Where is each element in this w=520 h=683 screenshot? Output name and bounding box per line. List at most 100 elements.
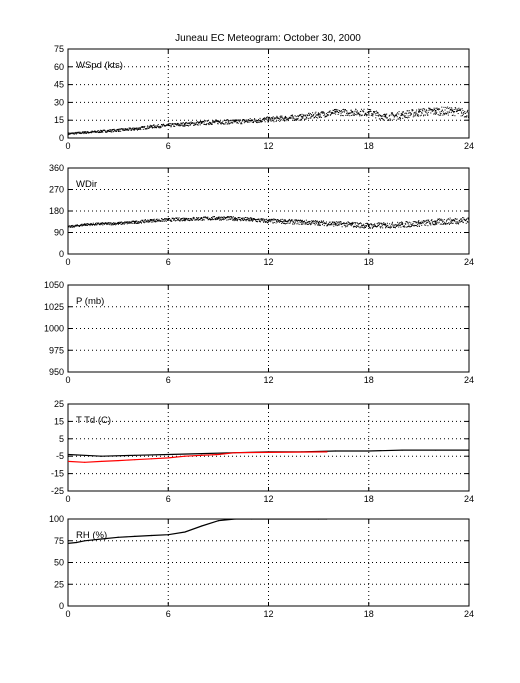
wdir-data-dot	[463, 218, 465, 220]
wdir-data-dot	[203, 219, 205, 221]
wdir-data-dot	[257, 221, 259, 223]
wdir-data-dot	[155, 219, 157, 221]
wdir-data-dot	[107, 222, 109, 224]
wspd-data-dot	[235, 120, 237, 122]
wdir-data-dot	[366, 224, 368, 226]
wspd-data-dot	[382, 115, 384, 117]
wdir-data-dot	[406, 221, 408, 223]
wdir-data-dot	[300, 220, 302, 222]
wdir-data-dot	[456, 223, 458, 225]
wspd-data-dot	[445, 113, 447, 115]
wdir-data-dot	[408, 224, 410, 226]
wspd-data-dot	[441, 106, 443, 108]
wdir-data-dot	[223, 216, 225, 218]
wdir-data-dot	[229, 218, 231, 220]
wspd-data-dot	[112, 129, 114, 131]
wdir-data-dot	[319, 220, 321, 222]
wspd-data-dot	[428, 107, 430, 109]
wspd-data-dot	[464, 110, 466, 112]
wspd-data-dot	[317, 117, 319, 119]
wspd-data-dot	[370, 109, 372, 111]
wdir-data-dot	[255, 220, 257, 222]
wspd-data-dot	[124, 128, 126, 130]
wdir-data-dot	[430, 224, 432, 226]
wdir-data-dot	[325, 223, 327, 225]
wspd-data-dot	[348, 112, 350, 114]
wspd-data-dot	[220, 123, 222, 125]
wspd-data-dot	[461, 112, 463, 114]
wdir-data-dot	[352, 226, 354, 228]
wdir-data-dot	[197, 217, 199, 219]
wspd-data-dot	[250, 119, 252, 121]
wdir-data-dot	[466, 219, 468, 221]
wspd-data-dot	[455, 108, 457, 110]
wspd-data-dot	[281, 116, 283, 118]
wspd-data-dot	[232, 119, 234, 121]
wspd-data-dot	[219, 121, 221, 123]
wspd-data-dot	[371, 113, 373, 115]
wspd-data-dot	[261, 119, 263, 121]
wdir-data-dot	[161, 220, 163, 222]
wspd-data-dot	[467, 116, 469, 118]
pressure-xtick-label: 18	[364, 375, 374, 385]
wdir-data-dot	[75, 225, 77, 227]
wspd-xtick-label: 24	[464, 141, 474, 151]
wspd-data-dot	[254, 118, 256, 120]
wspd-data-dot	[130, 127, 132, 129]
wspd-data-dot	[358, 114, 360, 116]
wdir-data-dot	[156, 221, 158, 223]
wspd-data-dot	[153, 127, 155, 129]
wdir-data-point	[134, 220, 136, 223]
wdir-data-dot	[282, 222, 284, 224]
wspd-data-dot	[339, 111, 341, 113]
wdir-data-dot	[149, 218, 151, 220]
wdir-data-dot	[341, 226, 343, 228]
wdir-data-dot	[142, 221, 144, 223]
wdir-data-dot	[203, 216, 205, 218]
wspd-data-dot	[160, 126, 162, 128]
wdir-data-dot	[140, 222, 142, 224]
wspd-data-dot	[447, 114, 449, 116]
wdir-data-dot	[190, 219, 192, 221]
wspd-data-dot	[185, 122, 187, 124]
wdir-data-dot	[392, 224, 394, 226]
wspd-data-dot	[240, 122, 242, 124]
rh-xtick-label: 18	[364, 609, 374, 619]
wspd-data-dot	[233, 120, 235, 122]
wdir-data-dot	[457, 222, 459, 224]
wdir-data-dot	[262, 220, 264, 222]
wdir-data-dot	[401, 222, 403, 224]
wdir-data-dot	[259, 220, 261, 222]
wspd-data-dot	[456, 109, 458, 111]
wspd-data-dot	[385, 117, 387, 119]
wspd-data-dot	[233, 121, 235, 123]
wdir-data-dot	[171, 220, 173, 222]
wdir-data-dot	[365, 226, 367, 228]
wdir-data-dot	[80, 224, 82, 226]
wdir-data-dot	[289, 220, 291, 222]
wdir-data-dot	[450, 220, 452, 222]
wspd-data-dot	[255, 120, 257, 122]
wdir-data-dot	[391, 223, 393, 225]
wdir-data-dot	[337, 221, 339, 223]
wdir-data-dot	[157, 220, 159, 222]
wspd-data-dot	[458, 109, 460, 111]
wspd-data-dot	[372, 115, 374, 117]
wdir-data-dot	[452, 219, 454, 221]
wspd-data-dot	[157, 124, 159, 126]
wspd-data-dot	[346, 114, 348, 116]
wdir-data-dot	[117, 222, 119, 224]
wspd-data-dot	[198, 121, 200, 123]
wspd-data-dot	[285, 118, 287, 120]
wspd-data-dot	[87, 131, 89, 133]
wspd-data-dot	[409, 112, 411, 114]
wdir-data-dot	[371, 224, 373, 226]
wspd-data-dot	[69, 133, 71, 135]
wdir-data-dot	[363, 226, 365, 228]
wdir-data-dot	[323, 225, 325, 227]
wspd-data-dot	[346, 112, 348, 114]
wspd-data-dot	[245, 119, 247, 121]
wdir-data-dot	[145, 221, 147, 223]
wdir-data-dot	[248, 219, 250, 221]
wdir-data-dot	[181, 218, 183, 220]
